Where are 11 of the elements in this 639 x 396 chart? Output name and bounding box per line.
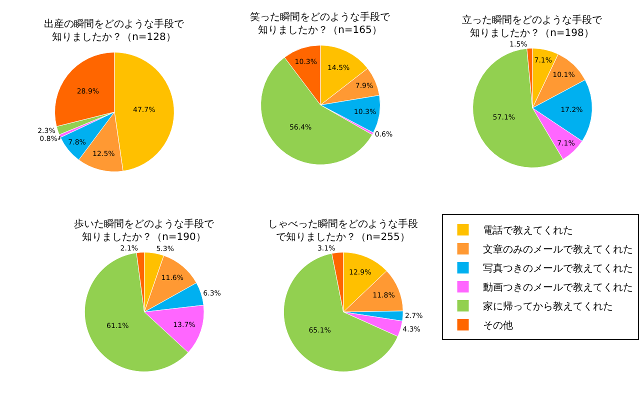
- legend-label: 電話で教えてくれた: [483, 224, 573, 237]
- chart-title: 立った瞬間をどのような手段で知りましたか？（n=198）: [462, 14, 603, 39]
- legend-label: その他: [483, 320, 513, 332]
- legend-label: 家に帰ってから教えてくれた: [483, 300, 613, 313]
- legend-label: 動画つきのメールで教えてくれた: [483, 282, 633, 294]
- chart-title: 出産の瞬間をどのような手段で知りましたか？（n=128）: [44, 18, 185, 43]
- chart-title: 歩いた瞬間をどのような手段で知りましたか？（n=190）: [74, 218, 215, 243]
- legend-label: 写真つきのメールで教えてくれた: [483, 262, 633, 275]
- legend-label: 文章のみのメールで教えてくれた: [483, 244, 633, 256]
- chart-title: しゃべった瞬間をどのような手段で知りましたか？（n=255）: [268, 218, 418, 243]
- chart-title: 笑った瞬間をどのような手段で知りましたか？（n=165）: [250, 11, 391, 36]
